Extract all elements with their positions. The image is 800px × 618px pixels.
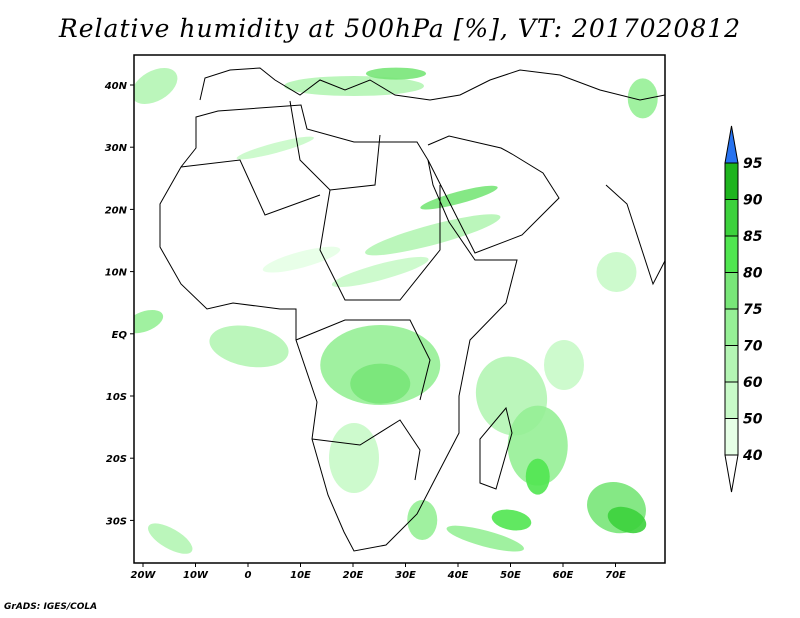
x-tick-label: 0: [245, 570, 252, 581]
humidity-area: [350, 363, 411, 404]
india-outline: [605, 184, 665, 286]
colorbar-label: 90: [743, 193, 763, 209]
humidity-area: [262, 246, 341, 273]
y-tick-label: 30N: [105, 143, 128, 154]
x-tick-label: 60E: [553, 570, 574, 581]
y-tick-label: 30S: [106, 516, 127, 527]
x-tick-label: 30E: [395, 570, 416, 581]
humidity-area: [366, 67, 426, 80]
humidity-area: [525, 458, 550, 495]
colorbar-swatch: [724, 235, 739, 273]
x-tick-label: 40E: [447, 570, 469, 581]
x-tick-label: 10E: [290, 570, 311, 581]
colorbar-label: 80: [743, 266, 763, 282]
map-frame: [133, 54, 666, 564]
colorbar-swatch: [724, 162, 739, 200]
humidity-area: [209, 325, 289, 368]
colorbar-label: 75: [743, 302, 763, 318]
y-tick-label: 10S: [106, 392, 127, 403]
arabia-outline: [427, 135, 560, 254]
colorbar-swatch: [724, 345, 739, 383]
colorbar-label: 95: [743, 156, 763, 172]
humidity-field: [134, 55, 665, 563]
humidity-area: [596, 252, 637, 292]
colorbar-label: 40: [742, 448, 763, 464]
colorbar-swatch: [724, 272, 739, 310]
x-tick-label: 50E: [500, 570, 521, 581]
country-border: [295, 319, 431, 401]
colorbar-label: 85: [743, 229, 763, 245]
humidity-area: [627, 78, 658, 119]
madagascar-outline: [479, 406, 513, 490]
humidity-area: [365, 214, 501, 256]
colorbar-swatch: [724, 381, 739, 419]
humidity-area: [491, 509, 532, 531]
y-tick-label: EQ: [112, 330, 128, 341]
humidity-area: [507, 405, 568, 486]
colorbar-swatch: [724, 418, 739, 456]
colorbar-swatch: [724, 199, 739, 237]
credit-label: GrADS: IGES/COLA: [4, 602, 98, 612]
africa-outline: [159, 104, 518, 552]
x-tick-label: 10W: [183, 570, 209, 581]
y-tick-label: 10N: [105, 268, 128, 279]
humidity-area: [329, 423, 379, 493]
humidity-area: [607, 506, 647, 534]
humidity-area: [236, 136, 314, 160]
y-tick-label: 40N: [104, 81, 128, 92]
colorbar-label: 70: [743, 339, 763, 355]
colorbar-above-arrow: [724, 125, 739, 164]
country-border: [311, 419, 421, 481]
colorbar-label: 60: [743, 375, 763, 391]
colorbar-below-arrow: [724, 454, 739, 493]
coastlines: [159, 67, 665, 552]
humidity-area: [446, 525, 524, 552]
colorbar: 40 50 60 70 75 80 85 90 95: [724, 125, 763, 493]
europe-outline: [199, 67, 665, 101]
colorbar-label: 50: [743, 412, 763, 428]
y-tick-label: 20N: [105, 205, 128, 216]
humidity-area: [407, 500, 438, 540]
country-border: [180, 159, 321, 216]
humidity-area: [544, 340, 584, 390]
colorbar-swatch: [724, 308, 739, 346]
y-tick-label: 20S: [106, 454, 127, 465]
chart-title: Relative humidity at 500hPa [%], VT: 201…: [58, 14, 742, 43]
x-tick-label: 70E: [605, 570, 626, 581]
x-tick-label: 20E: [343, 570, 364, 581]
humidity-area: [331, 256, 429, 288]
humidity-area: [148, 523, 193, 554]
x-tick-label: 20W: [131, 570, 157, 581]
humidity-area: [134, 67, 178, 105]
country-border: [319, 185, 441, 301]
